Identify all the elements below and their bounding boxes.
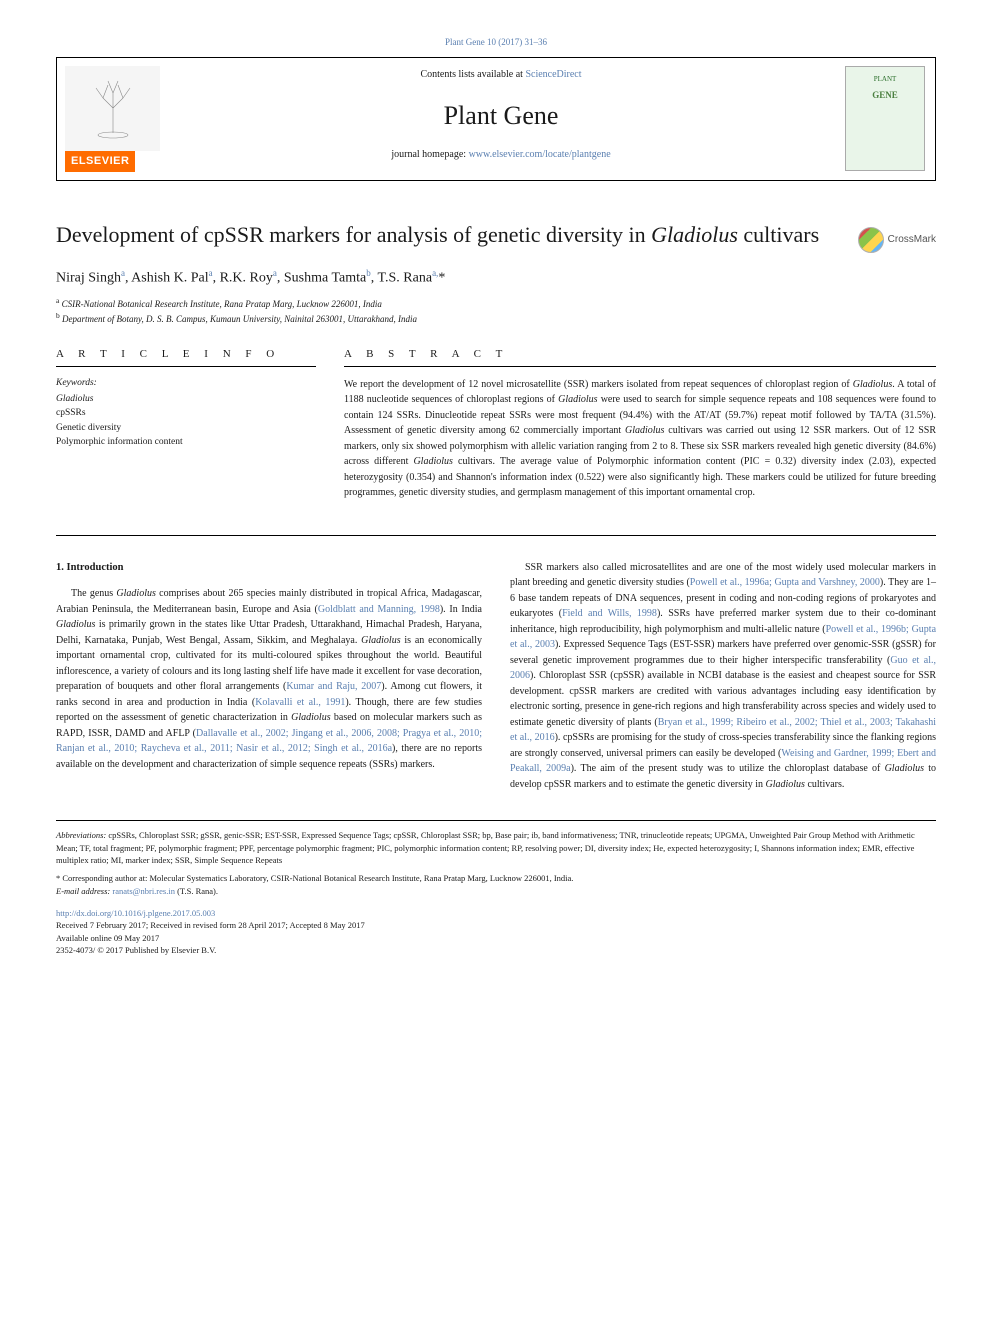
- cover-label: GENE: [872, 89, 898, 102]
- intro-para-1: The genus Gladiolus comprises about 265 …: [56, 586, 482, 772]
- received-line: Received 7 February 2017; Received in re…: [56, 919, 936, 931]
- title-italic: Gladiolus: [651, 222, 738, 247]
- email-tail: (T.S. Rana).: [175, 886, 218, 896]
- crossmark-button[interactable]: CrossMark: [858, 227, 936, 253]
- sciencedirect-link[interactable]: ScienceDirect: [525, 69, 581, 80]
- contents-prefix: Contents lists available at: [420, 69, 525, 80]
- abbreviations: Abbreviations: cpSSRs, Chloroplast SSR; …: [56, 829, 936, 866]
- corresponding-author: * Corresponding author at: Molecular Sys…: [56, 872, 936, 884]
- article-info-column: A R T I C L E I N F O Keywords: Gladiolu…: [56, 347, 316, 500]
- keywords-heading: Keywords:: [56, 377, 316, 390]
- section-divider: [56, 535, 936, 536]
- cover-top-text: PLANT: [874, 75, 897, 85]
- online-line: Available online 09 May 2017: [56, 932, 936, 944]
- email-label: E-mail address:: [56, 886, 112, 896]
- crossmark-icon: [858, 227, 884, 253]
- elsevier-tree-icon: [65, 66, 160, 151]
- publisher-block: ELSEVIER: [57, 58, 167, 180]
- affiliation-b: b Department of Botany, D. S. B. Campus,…: [56, 311, 936, 326]
- elsevier-logo[interactable]: ELSEVIER: [65, 151, 135, 172]
- affiliation-a: a CSIR-National Botanical Research Insti…: [56, 296, 936, 311]
- keyword-item: cpSSRs: [56, 406, 316, 420]
- affil-a-text: CSIR-National Botanical Research Institu…: [62, 299, 382, 309]
- title-tail: cultivars: [738, 222, 819, 247]
- affil-b-text: Department of Botany, D. S. B. Campus, K…: [62, 314, 417, 324]
- contents-line: Contents lists available at ScienceDirec…: [175, 68, 827, 82]
- authors-line: Niraj Singha, Ashish K. Pala, R.K. Roya,…: [56, 267, 936, 288]
- journal-issue-link[interactable]: Plant Gene 10 (2017) 31–36: [56, 36, 936, 49]
- journal-header: ELSEVIER Contents lists available at Sci…: [56, 57, 936, 181]
- article-info-label: A R T I C L E I N F O: [56, 347, 316, 366]
- issn-line: 2352-4073/ © 2017 Published by Elsevier …: [56, 944, 936, 956]
- keywords-list: GladioluscpSSRsGenetic diversityPolymorp…: [56, 392, 316, 449]
- intro-para-2: SSR markers also called microsatellites …: [510, 560, 936, 793]
- email-address[interactable]: ranats@nbri.res.in: [112, 886, 175, 896]
- intro-heading: 1. Introduction: [56, 560, 482, 576]
- body-columns: 1. Introduction The genus Gladiolus comp…: [56, 560, 936, 793]
- abstract-text: We report the development of 12 novel mi…: [344, 377, 936, 501]
- article-title: Development of cpSSR markers for analysi…: [56, 221, 834, 249]
- doi-link[interactable]: http://dx.doi.org/10.1016/j.plgene.2017.…: [56, 907, 936, 919]
- title-part1: Development of cpSSR markers for analysi…: [56, 222, 651, 247]
- keyword-item: Polymorphic information content: [56, 435, 316, 449]
- abstract-label: A B S T R A C T: [344, 347, 936, 366]
- homepage-line: journal homepage: www.elsevier.com/locat…: [175, 148, 827, 162]
- journal-cover-icon: PLANT GENE: [845, 66, 925, 171]
- email-line: E-mail address: ranats@nbri.res.in (T.S.…: [56, 885, 936, 897]
- footer-bottom: http://dx.doi.org/10.1016/j.plgene.2017.…: [56, 907, 936, 956]
- abbrev-text: cpSSRs, Chloroplast SSR; gSSR, genic-SSR…: [56, 830, 915, 865]
- crossmark-label: CrossMark: [888, 233, 936, 247]
- abstract-column: A B S T R A C T We report the developmen…: [344, 347, 936, 500]
- affiliations: a CSIR-National Botanical Research Insti…: [56, 296, 936, 325]
- keyword-item: Genetic diversity: [56, 421, 316, 435]
- abbrev-label: Abbreviations:: [56, 830, 106, 840]
- header-center: Contents lists available at ScienceDirec…: [167, 58, 835, 180]
- homepage-url[interactable]: www.elsevier.com/locate/plantgene: [469, 149, 611, 160]
- footer: Abbreviations: cpSSRs, Chloroplast SSR; …: [56, 820, 936, 956]
- journal-name: Plant Gene: [175, 98, 827, 134]
- homepage-prefix: journal homepage:: [391, 149, 468, 160]
- journal-cover-block: PLANT GENE: [835, 58, 935, 180]
- keyword-item: Gladiolus: [56, 392, 316, 406]
